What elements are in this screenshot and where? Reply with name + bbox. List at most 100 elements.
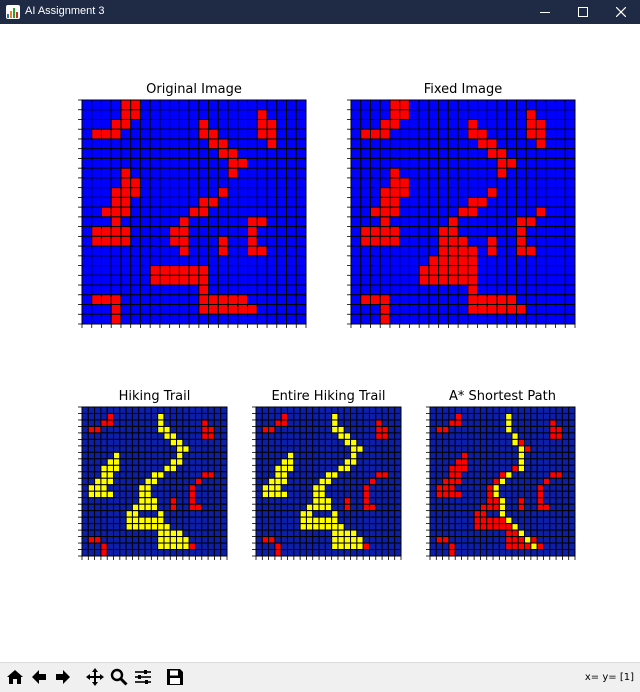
heatmap-cell — [305, 529, 314, 538]
heatmap-cell — [94, 542, 102, 551]
heatmap-cell — [448, 529, 456, 538]
heatmap-cell — [418, 196, 430, 208]
heatmap-cell — [220, 523, 228, 531]
heatmap-cell — [295, 138, 307, 150]
heatmap-cell — [429, 510, 437, 518]
heatmap-cell — [375, 536, 383, 544]
heatmap-cell — [399, 265, 410, 276]
heatmap-cell — [461, 542, 469, 551]
heatmap-cell — [237, 226, 249, 237]
save-icon[interactable] — [164, 666, 186, 688]
heatmap-cell — [479, 497, 488, 505]
heatmap-cell — [360, 109, 371, 120]
heatmap-cell — [350, 536, 358, 544]
heatmap-cell — [144, 510, 152, 518]
heatmap-cell — [369, 216, 381, 228]
heatmap-cell — [217, 245, 229, 257]
heatmap-cell — [268, 549, 276, 557]
heatmap-cell — [247, 138, 258, 150]
heatmap-cell — [457, 284, 469, 296]
heatmap-cell — [157, 412, 165, 421]
heatmap-cell — [408, 274, 420, 286]
heatmap-cell — [389, 167, 401, 179]
figure-canvas[interactable]: Original Image Fixed Image Hiking Trail … — [1, 24, 639, 662]
zoom-icon[interactable] — [108, 666, 130, 688]
heatmap-cell — [506, 187, 518, 198]
heatmap-cell — [368, 464, 377, 473]
heatmap-cell — [130, 177, 141, 189]
back-arrow-icon[interactable] — [28, 666, 50, 688]
heatmap-cell — [318, 503, 326, 512]
heatmap-cell — [131, 412, 140, 421]
heatmap-cell — [492, 542, 500, 551]
heatmap-cell — [138, 549, 146, 557]
heatmap-cell — [387, 438, 396, 447]
heatmap-cell — [268, 464, 276, 473]
heatmap-cell — [555, 109, 566, 120]
heatmap-cell — [130, 99, 141, 111]
heatmap-cell — [524, 503, 532, 512]
heatmap-cell — [337, 549, 345, 557]
heatmap-cell — [492, 432, 500, 440]
heatmap-cell — [100, 109, 112, 120]
heatmap-cell — [87, 490, 96, 499]
heatmap-cell — [169, 157, 180, 169]
heatmap-cell — [542, 412, 551, 421]
heatmap-cell — [389, 128, 401, 140]
heatmap-cell — [511, 490, 519, 499]
heatmap-cell — [461, 477, 469, 486]
heatmap-cell — [194, 432, 203, 440]
heatmap-cell — [100, 255, 112, 267]
heatmap-cell — [139, 245, 151, 257]
heatmap-cell — [106, 536, 115, 544]
home-icon[interactable] — [4, 666, 26, 688]
heatmap-cell — [125, 529, 133, 538]
heatmap-cell — [81, 464, 89, 473]
heatmap-cell — [467, 536, 475, 544]
heatmap-cell — [457, 245, 469, 257]
heatmap-cell — [555, 503, 563, 512]
heatmap-cell — [280, 412, 289, 421]
heatmap-cell — [256, 313, 268, 325]
heatmap-cell — [448, 497, 456, 505]
minimize-button[interactable] — [526, 0, 564, 24]
heatmap-cell — [213, 432, 222, 440]
heatmap-cell — [139, 294, 151, 306]
pan-icon[interactable] — [84, 666, 106, 688]
maximize-button[interactable] — [564, 0, 602, 24]
heatmap-cell — [387, 490, 396, 499]
heatmap-cell — [564, 177, 576, 189]
heatmap-cell — [331, 529, 339, 538]
heatmap-cell — [106, 458, 115, 466]
heatmap-cell — [293, 490, 301, 499]
heatmap-cell — [207, 477, 215, 486]
heatmap-cell — [457, 196, 469, 208]
heatmap-cell — [387, 516, 396, 525]
heatmap-cell — [492, 549, 500, 557]
heatmap-cell — [477, 265, 488, 276]
heatmap-cell — [237, 118, 249, 130]
heatmap-cell — [299, 451, 307, 460]
heatmap-cell — [360, 157, 371, 169]
heatmap-cell — [91, 177, 102, 189]
heatmap-cell — [287, 445, 295, 453]
heatmap-cell — [360, 313, 371, 325]
heatmap-cell — [120, 206, 132, 218]
heatmap-cell — [375, 503, 383, 512]
heatmap-cell — [268, 477, 276, 486]
configure-subplots-icon[interactable] — [132, 666, 154, 688]
heatmap-cell — [188, 542, 196, 551]
heatmap-cell — [139, 177, 151, 189]
heatmap-cell — [389, 109, 401, 120]
heatmap-cell — [157, 432, 165, 440]
heatmap-cell — [81, 529, 89, 538]
heatmap-cell — [486, 536, 494, 544]
heatmap-cell — [138, 477, 146, 486]
window-titlebar: AI Assignment 3 — [0, 0, 640, 24]
heatmap-cell — [467, 148, 479, 159]
heatmap-cell — [375, 477, 383, 486]
forward-arrow-icon[interactable] — [52, 666, 74, 688]
heatmap-cell — [247, 226, 258, 237]
heatmap-cell — [555, 265, 566, 276]
close-button[interactable] — [602, 0, 640, 24]
